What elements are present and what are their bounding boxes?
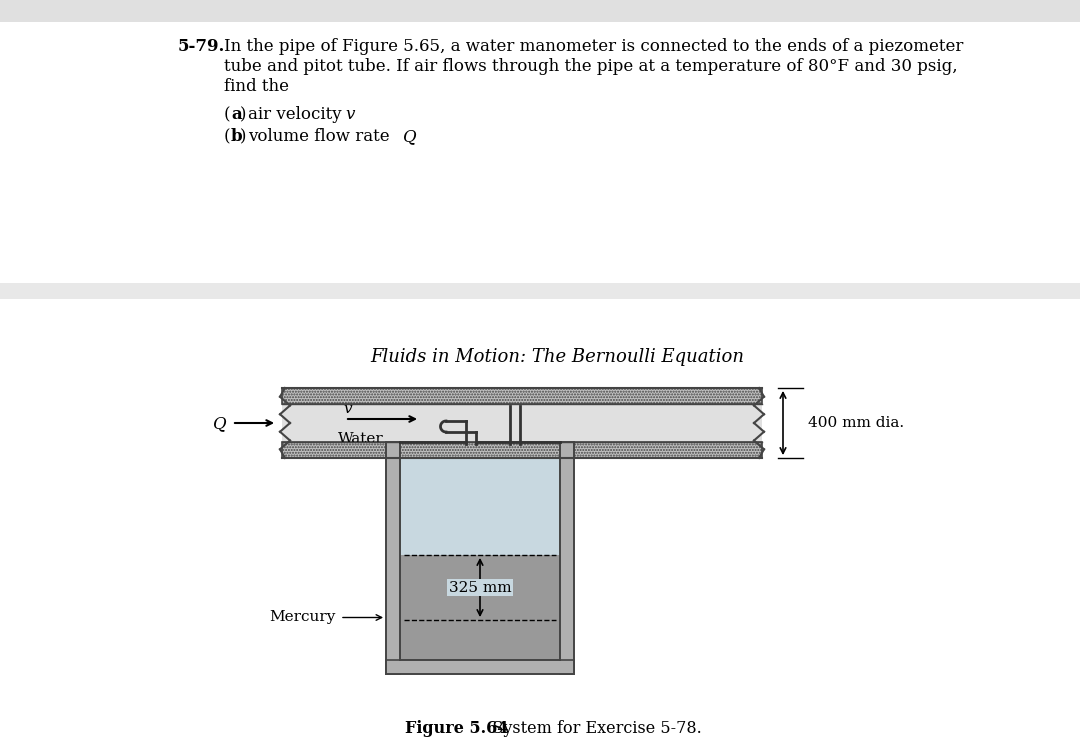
Bar <box>282 388 762 404</box>
Text: v: v <box>345 106 354 123</box>
Bar <box>0 0 1080 22</box>
Text: Q: Q <box>403 128 417 145</box>
Bar <box>0 283 1080 299</box>
Text: ): ) <box>240 106 246 123</box>
Text: v: v <box>343 402 352 416</box>
Bar <box>282 404 762 442</box>
Text: Q: Q <box>214 416 227 433</box>
Text: (: ( <box>224 106 230 123</box>
Text: b: b <box>231 128 243 145</box>
Text: air velocity: air velocity <box>248 106 341 123</box>
Text: 400 mm dia.: 400 mm dia. <box>808 416 904 430</box>
Text: Fluids in Motion: The Bernoulli Equation: Fluids in Motion: The Bernoulli Equation <box>370 348 744 366</box>
Text: ): ) <box>240 128 246 145</box>
Bar <box>282 442 762 458</box>
Text: a: a <box>231 106 242 123</box>
Bar <box>400 555 561 660</box>
Text: tube and pitot tube. If air flows through the pipe at a temperature of 80°F and : tube and pitot tube. If air flows throug… <box>224 58 958 75</box>
Text: volume flow rate: volume flow rate <box>248 128 390 145</box>
Bar <box>561 442 573 674</box>
Text: In the pipe of Figure 5.65, a water manometer is connected to the ends of a piez: In the pipe of Figure 5.65, a water mano… <box>224 38 963 55</box>
Text: System for Exercise 5-78.: System for Exercise 5-78. <box>477 720 702 737</box>
Text: Figure 5.64: Figure 5.64 <box>405 720 509 737</box>
Bar <box>386 660 573 674</box>
Text: Water: Water <box>338 432 383 446</box>
Text: 5-79.: 5-79. <box>178 38 226 55</box>
Bar <box>400 442 561 555</box>
Text: Mercury: Mercury <box>270 610 336 624</box>
Bar <box>386 442 400 674</box>
Text: (: ( <box>224 128 230 145</box>
Text: find the: find the <box>224 78 289 95</box>
Text: 325 mm: 325 mm <box>448 580 511 595</box>
